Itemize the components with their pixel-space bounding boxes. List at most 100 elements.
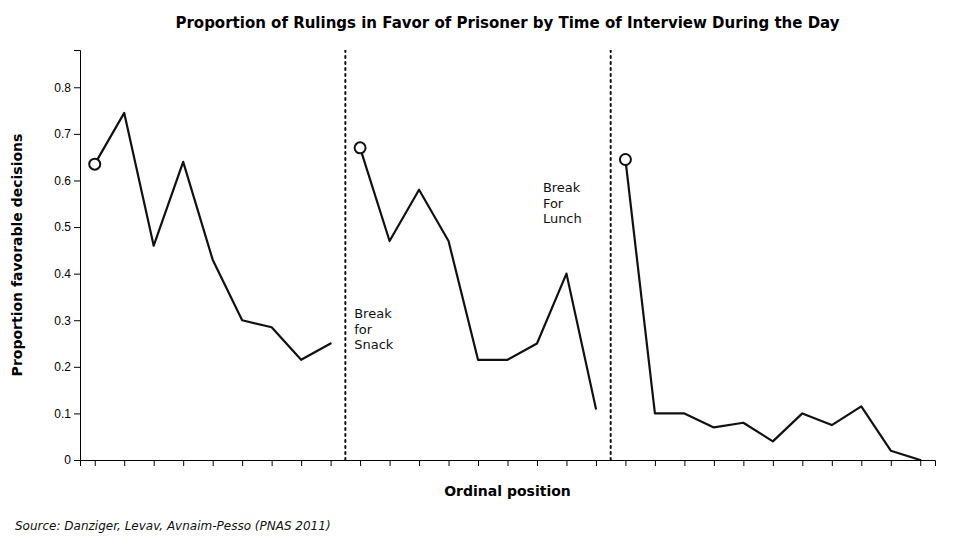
y-axis-title: Proportion favorable decisions <box>9 134 25 377</box>
x-axis <box>81 460 936 466</box>
x-tick <box>832 460 833 466</box>
x-tick-mark <box>360 460 361 466</box>
x-axis-title: Ordinal position <box>444 483 571 499</box>
x-tick-mark <box>714 460 715 466</box>
annotation-line: Snack <box>354 337 394 352</box>
session-start <box>89 159 100 170</box>
x-tick <box>478 460 479 466</box>
x-tick <box>743 460 744 466</box>
x-tick <box>537 460 538 466</box>
marks <box>89 50 920 460</box>
x-tick <box>449 460 450 466</box>
break-line <box>610 50 612 460</box>
x-tick <box>331 460 332 466</box>
x-tick <box>124 460 125 466</box>
x-tick-mark <box>95 460 96 466</box>
x-tick-mark <box>743 460 744 466</box>
x-tick-mark <box>213 460 214 466</box>
x-tick <box>183 460 184 466</box>
y-tick-label: 0.2 <box>54 360 71 374</box>
x-tick <box>920 460 921 466</box>
y-tick-mark <box>74 320 80 321</box>
x-tick <box>566 460 567 466</box>
annotation: BreakForLunch <box>543 180 582 226</box>
x-tick-mark <box>478 460 479 466</box>
y-tick-label: 0 <box>64 453 71 467</box>
y-tick: 0.4 <box>54 267 80 281</box>
y-tick: 0.3 <box>54 314 80 328</box>
x-tick <box>390 460 391 466</box>
x-tick <box>508 460 509 466</box>
chart: 00.10.20.30.40.50.60.70.8BreakforSnackBr… <box>0 0 960 540</box>
x-tick-mark <box>301 460 302 466</box>
source: Source: Danziger, Levav, Avnaim-Pesso (P… <box>15 519 331 533</box>
x-tick-mark <box>802 460 803 466</box>
session-start <box>355 142 366 153</box>
x-tick-mark <box>419 460 420 466</box>
title: Proportion of Rulings in Favor of Prison… <box>175 14 839 32</box>
line <box>625 159 920 460</box>
x-tick-mark <box>684 460 685 466</box>
x-tick <box>154 460 155 466</box>
x-tick <box>596 460 597 466</box>
x-tick-mark <box>891 460 892 466</box>
x-tick-mark <box>625 460 626 466</box>
x-tick <box>419 460 420 466</box>
y-tick-mark <box>74 274 80 275</box>
x-tick <box>272 460 273 466</box>
y-tick-label: 0.8 <box>54 81 71 95</box>
y-tick: 0.7 <box>54 127 80 141</box>
y-tick-mark <box>74 367 80 368</box>
x-tick <box>95 460 96 466</box>
x-tick-mark <box>183 460 184 466</box>
y-tick-mark <box>74 227 80 228</box>
x-tick-mark <box>449 460 450 466</box>
y-tick-mark <box>74 180 80 181</box>
x-tick <box>360 460 361 466</box>
y-tick-mark <box>74 413 80 414</box>
x-tick-mark <box>655 460 656 466</box>
x-tick <box>773 460 774 466</box>
session-start <box>620 154 631 165</box>
plot: 00.10.20.30.40.50.60.70.8BreakforSnackBr… <box>54 50 935 467</box>
annotation-line: Break <box>543 180 581 195</box>
x-tick <box>684 460 685 466</box>
y-tick: 0.8 <box>54 81 80 95</box>
x-tick-mark <box>154 460 155 466</box>
y-tick: 0.5 <box>54 220 80 234</box>
y-axis: 00.10.20.30.40.50.60.70.8 <box>54 51 80 468</box>
y-tick: 0 <box>64 453 80 467</box>
y-axis-line <box>74 51 81 461</box>
x-tick <box>714 460 715 466</box>
x-tick-mark <box>832 460 833 466</box>
x-tick-mark <box>566 460 567 466</box>
break-line <box>344 50 346 460</box>
y-tick-mark <box>74 134 80 135</box>
x-tick-mark <box>920 460 921 466</box>
annotation-line: for <box>354 322 373 337</box>
x-tick <box>301 460 302 466</box>
annotation-line: Break <box>354 306 392 321</box>
annotation: BreakforSnack <box>354 306 394 352</box>
x-tick-mark <box>773 460 774 466</box>
x-tick <box>891 460 892 466</box>
annotation-line: For <box>543 196 564 211</box>
y-tick-label: 0.4 <box>54 267 71 281</box>
x-tick-mark <box>537 460 538 466</box>
y-tick-label: 0.7 <box>54 127 71 141</box>
y-tick-label: 0.1 <box>54 407 71 421</box>
x-tick <box>242 460 243 466</box>
x-tick <box>625 460 626 466</box>
annotation-line: Lunch <box>543 211 582 226</box>
x-tick-mark <box>596 460 597 466</box>
x-tick-mark <box>390 460 391 466</box>
x-tick-mark <box>242 460 243 466</box>
x-tick-mark <box>508 460 509 466</box>
x-tick <box>213 460 214 466</box>
x-tick-mark <box>331 460 332 466</box>
x-tick <box>861 460 862 466</box>
y-tick: 0.1 <box>54 407 80 421</box>
x-tick <box>655 460 656 466</box>
y-tick-label: 0.3 <box>54 314 71 328</box>
x-tick-mark <box>124 460 125 466</box>
